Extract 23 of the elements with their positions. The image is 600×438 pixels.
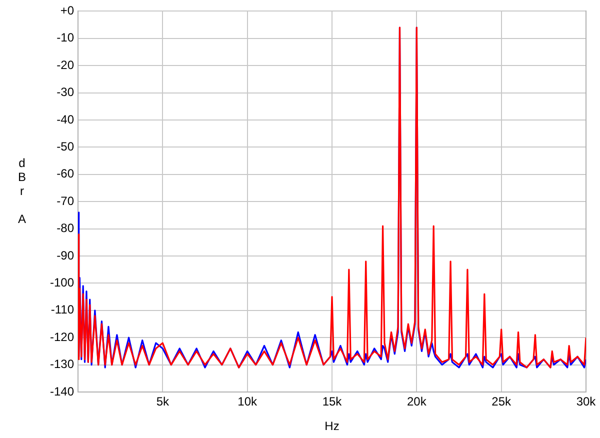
x-tick-label: 10k	[238, 394, 258, 409]
y-tick-label: -60	[56, 166, 74, 181]
x-tick-label: 5k	[156, 394, 170, 409]
x-tick-label: 15k	[322, 394, 343, 409]
y-tick-label: -20	[56, 58, 74, 72]
y-tick-label: +0	[60, 4, 74, 18]
y-tick-label: -120	[50, 330, 74, 344]
y-tick-label: -130	[50, 357, 74, 372]
y-tick-label: -50	[56, 140, 74, 154]
y-tick-label: -100	[50, 276, 74, 290]
y-tick-label: -140	[50, 384, 74, 398]
x-tick-label: 30k	[576, 394, 597, 409]
x-tick-label: 20k	[406, 394, 428, 409]
y-tick-label: -40	[56, 112, 74, 126]
y-tick-label: -80	[56, 221, 74, 236]
x-tick-label: 25k	[492, 394, 512, 409]
y-axis-title: dBr A	[18, 156, 26, 226]
y-tick-label: -90	[56, 248, 74, 262]
y-tick-label: -70	[56, 194, 74, 208]
x-axis-title: Hz	[324, 419, 340, 434]
y-tick-label: -30	[56, 85, 74, 100]
y-tick-label: -10	[56, 30, 74, 45]
y-tick-label: -110	[50, 302, 74, 317]
